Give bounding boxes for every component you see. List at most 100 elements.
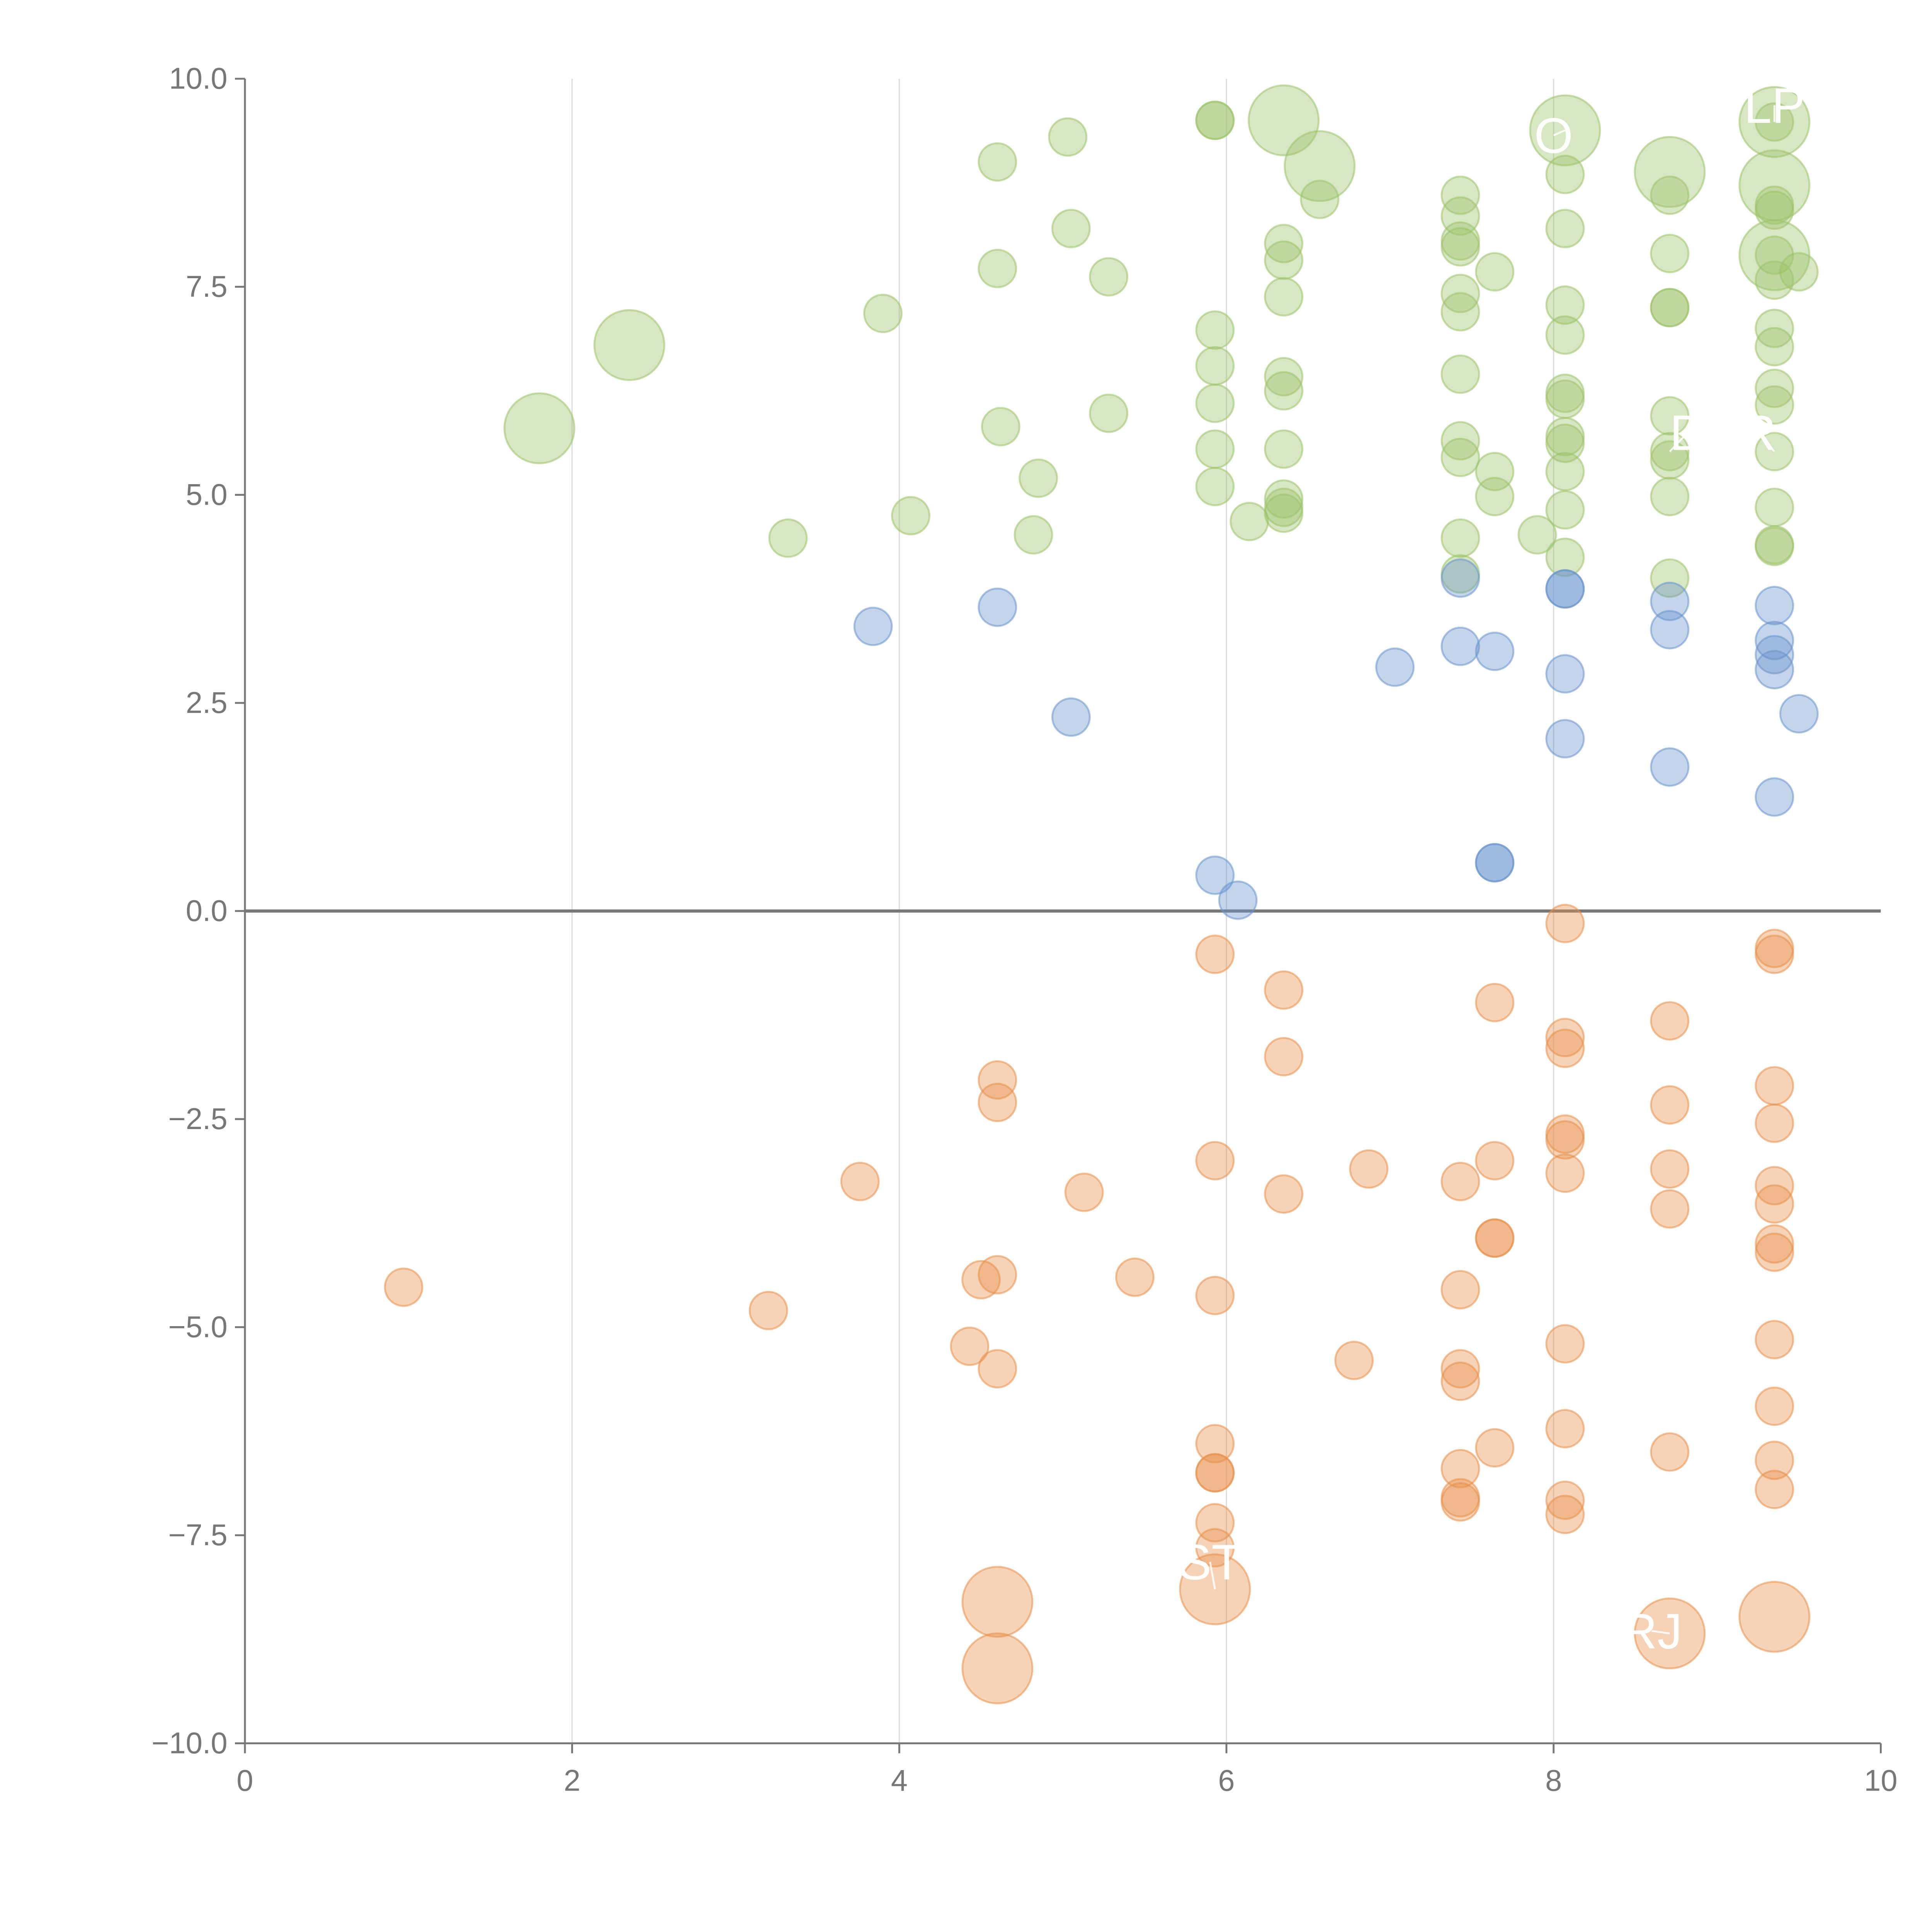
bubble-green-32 xyxy=(1284,130,1356,202)
bubble-blue-17 xyxy=(1650,747,1690,787)
bubble-green-63 xyxy=(1650,234,1690,274)
bubble-green-79 xyxy=(1779,252,1819,292)
bubble-orange-50 xyxy=(1650,1085,1690,1125)
bubble-green-26 xyxy=(1264,357,1304,396)
bubble-blue-16 xyxy=(1650,610,1690,650)
bubble-green-42 xyxy=(1440,437,1480,477)
bubble-green-18 xyxy=(1195,383,1235,423)
bubble-orange-58 xyxy=(1755,1104,1794,1143)
bubble-orange-14 xyxy=(1195,1141,1235,1180)
bubble-green-52 xyxy=(1545,285,1585,325)
bubble-green-25 xyxy=(1264,277,1304,317)
bubble-orange-7 xyxy=(978,1255,1017,1294)
bubble-orange-9 xyxy=(961,1566,1034,1638)
bubble-orange-67 xyxy=(1738,1581,1811,1653)
bubble-orange-8 xyxy=(978,1349,1017,1389)
y-tick-label: 7.5 xyxy=(186,270,228,303)
bubble-blue-8 xyxy=(1475,631,1515,671)
bubble-green-19 xyxy=(1195,429,1235,469)
bubble-orange-37 xyxy=(1475,1218,1515,1258)
bubble-orange-30 xyxy=(1440,1361,1480,1401)
bubble-blue-2 xyxy=(1051,697,1091,737)
bubble-orange-15 xyxy=(1195,1276,1235,1315)
bubble-blue-18 xyxy=(1755,586,1794,626)
bubble-green-69 xyxy=(1650,477,1690,516)
bubble-green-23 xyxy=(1264,224,1304,264)
bubble-green-45 xyxy=(1475,252,1515,292)
x-tick-label: 8 xyxy=(1545,1764,1562,1798)
bubble-green-48 xyxy=(1517,515,1557,555)
bubble-orange-48 xyxy=(1545,1495,1585,1534)
bubble-orange-28 xyxy=(1440,1270,1480,1310)
x-tick-label: 0 xyxy=(236,1764,253,1798)
bubble-blue-21 xyxy=(1755,650,1794,689)
bubble-orange-66 xyxy=(1755,1469,1794,1509)
bubble-blue-13 xyxy=(1545,654,1585,694)
bubble-green-65 xyxy=(1650,288,1690,328)
y-tick-label: −2.5 xyxy=(168,1102,227,1136)
label-leader-4 xyxy=(1209,1561,1216,1590)
bubble-green-7 xyxy=(981,407,1020,447)
y-tick-label: 0.0 xyxy=(186,895,228,928)
bubble-green-29 xyxy=(1264,479,1304,519)
bubble-orange-63 xyxy=(1755,1320,1794,1359)
bubble-green-85 xyxy=(1755,488,1794,527)
bubble-green-6 xyxy=(978,248,1017,288)
bubble-green-58 xyxy=(1545,452,1585,492)
bubble-orange-33 xyxy=(1440,1482,1480,1522)
bubble-green-20 xyxy=(1195,467,1235,507)
bubble-orange-46 xyxy=(1545,1409,1585,1449)
bubble-green-28 xyxy=(1264,429,1304,469)
label-leader-3 xyxy=(1757,432,1776,452)
bubble-green-83 xyxy=(1755,385,1794,425)
bubble-green-78 xyxy=(1755,260,1794,300)
bubble-green-9 xyxy=(1019,458,1058,498)
bubble-blue-6 xyxy=(1440,558,1480,598)
bubble-label-4: ST xyxy=(1178,1534,1242,1590)
bubble-orange-0 xyxy=(384,1267,423,1307)
bubble-orange-31 xyxy=(1440,1449,1480,1488)
bubble-orange-51 xyxy=(1650,1149,1690,1189)
bubble-orange-43 xyxy=(1545,1120,1585,1160)
bubble-green-43 xyxy=(1440,518,1480,558)
bubble-orange-34 xyxy=(1475,983,1515,1022)
bubble-orange-11 xyxy=(1064,1172,1104,1212)
bubble-orange-2 xyxy=(840,1162,880,1201)
y-tick-label: −5.0 xyxy=(168,1311,227,1344)
bubble-orange-57 xyxy=(1755,1066,1794,1105)
bubble-orange-64 xyxy=(1755,1386,1794,1426)
bubble-orange-20 xyxy=(1195,1528,1235,1568)
bubble-green-33 xyxy=(1300,180,1340,219)
bubble-green-37 xyxy=(1440,227,1480,267)
bubble-orange-5 xyxy=(978,1060,1017,1100)
bubble-green-24 xyxy=(1264,240,1304,280)
bubble-green-31 xyxy=(1264,493,1304,533)
bubble-green-81 xyxy=(1755,327,1794,367)
bubble-orange-16 xyxy=(1195,1424,1235,1464)
bubble-green-15 xyxy=(1195,100,1235,140)
bubble-orange-12 xyxy=(1115,1257,1155,1297)
bubble-orange-29 xyxy=(1440,1349,1480,1389)
bubble-orange-23 xyxy=(1264,1037,1304,1077)
bubble-orange-10 xyxy=(961,1632,1034,1704)
bubble-label-0: LP xyxy=(1744,78,1805,134)
bubble-orange-44 xyxy=(1545,1153,1585,1193)
bubble-orange-54 xyxy=(1634,1597,1706,1670)
bubble-orange-40 xyxy=(1545,1018,1585,1058)
bubble-green-27 xyxy=(1264,371,1304,411)
bubble-orange-13 xyxy=(1195,934,1235,974)
bubble-orange-3 xyxy=(950,1327,990,1366)
bubble-orange-25 xyxy=(1334,1340,1374,1380)
bubble-orange-4 xyxy=(961,1260,1001,1299)
bubble-green-22 xyxy=(1248,84,1320,156)
x-tick-label: 10 xyxy=(1864,1764,1897,1798)
bubble-blue-4 xyxy=(1218,880,1258,920)
bubble-blue-10 xyxy=(1475,843,1515,883)
bubble-orange-61 xyxy=(1755,1224,1794,1264)
bubble-blue-20 xyxy=(1755,635,1794,675)
bubble-green-3 xyxy=(863,294,903,333)
bubble-orange-35 xyxy=(1475,1141,1515,1180)
bubble-blue-15 xyxy=(1650,582,1690,621)
y-tick-label: −10.0 xyxy=(151,1727,227,1760)
